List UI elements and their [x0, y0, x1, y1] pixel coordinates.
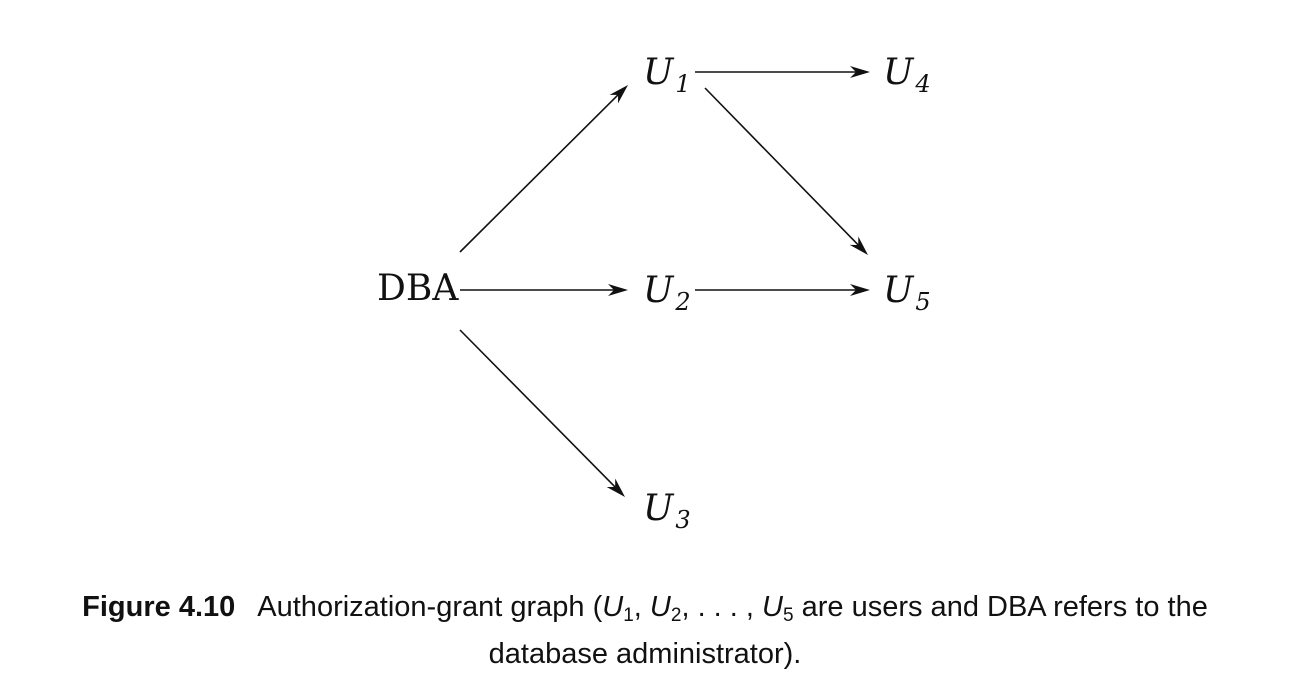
arrowhead-icon	[606, 478, 625, 497]
caption-sub-2: 2	[670, 605, 682, 626]
caption-sub-1: 1	[623, 605, 634, 626]
arrowhead-icon	[849, 236, 868, 255]
caption-u-letter-5: U	[762, 591, 783, 623]
edge-u2-to-u5	[695, 284, 870, 296]
node-u5: U5	[883, 270, 931, 316]
node-u5-label: U	[883, 270, 915, 311]
arrowhead-icon	[850, 66, 870, 78]
edge-dba-to-u1	[459, 85, 628, 253]
edge-line	[459, 94, 619, 253]
node-dba: DBA	[377, 268, 459, 309]
edge-line	[459, 329, 616, 488]
node-u3-label: U	[643, 488, 675, 529]
caption-text-after: are users and DBA refers to the	[793, 591, 1208, 623]
caption-line-1: Figure 4.10 Authorization-grant graph (U1…	[0, 588, 1290, 635]
caption-u-letter-1: U	[602, 591, 624, 623]
caption-u-letter-2: U	[649, 591, 671, 623]
caption-line-2: database administrator).	[488, 638, 802, 670]
node-u4: U4	[883, 52, 931, 98]
node-dba-label: DBA	[377, 268, 459, 309]
edge-line	[704, 87, 859, 246]
caption-separator-2: , . . . ,	[681, 591, 763, 623]
edge-dba-to-u2	[460, 284, 628, 296]
arrowhead-icon	[850, 284, 870, 296]
node-u4-label: U	[883, 52, 915, 93]
caption-text-before: Authorization-grant graph (	[257, 591, 603, 623]
caption-sub-5: 5	[782, 605, 794, 626]
graph-edges	[459, 66, 870, 497]
arrowhead-icon	[608, 284, 628, 296]
edge-u1-to-u4	[695, 66, 870, 78]
edge-u1-to-u5	[704, 87, 868, 255]
node-u2-subscript: 2	[674, 288, 690, 316]
node-u3-subscript: 3	[675, 506, 690, 534]
figure-caption: Figure 4.10 Authorization-grant graph (U1…	[0, 588, 1290, 673]
figure-number: Figure 4.10	[82, 591, 236, 623]
edge-dba-to-u3	[459, 329, 625, 497]
node-u2-label: U	[643, 270, 675, 311]
node-u5-subscript: 5	[915, 288, 930, 316]
node-u2: U2	[643, 270, 691, 316]
node-u1: U1	[643, 52, 691, 98]
node-u3: U3	[643, 488, 691, 534]
node-u4-subscript: 4	[914, 70, 930, 98]
node-u1-label: U	[643, 52, 675, 93]
arrowhead-icon	[609, 85, 628, 104]
node-u1-subscript: 1	[675, 70, 690, 98]
caption-separator-1: ,	[633, 591, 650, 623]
